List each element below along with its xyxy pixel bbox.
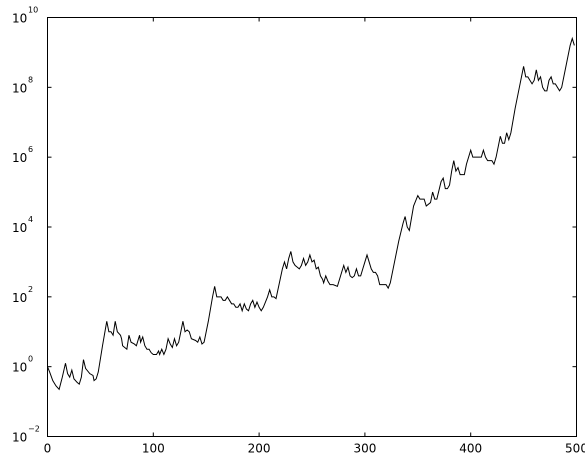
- y-tick-exponent: 2: [28, 285, 33, 294]
- series-line: [47, 36, 575, 391]
- y-tick-label: 104: [12, 215, 33, 235]
- y-tick-base: 10: [12, 291, 27, 305]
- x-tick-label: 500: [565, 442, 585, 456]
- y-tick-base: 10: [12, 81, 27, 95]
- x-tick-label: 400: [459, 442, 482, 456]
- y-tick-exponent: 8: [28, 75, 33, 84]
- y-tick-exponent: 0: [28, 355, 33, 364]
- y-tick-label: 100: [12, 355, 33, 375]
- y-tick-base: 10: [12, 431, 27, 445]
- y-tick-label: 10−2: [12, 425, 40, 445]
- y-tick-exponent: −2: [28, 425, 40, 434]
- y-tick-base: 10: [12, 221, 27, 235]
- axis-ticks: [47, 17, 577, 437]
- y-tick-base: 10: [12, 361, 27, 375]
- y-tick-exponent: 6: [28, 145, 33, 154]
- plot-area: [47, 17, 577, 437]
- x-tick-label: 0: [44, 442, 52, 456]
- x-tick-label: 200: [248, 442, 271, 456]
- y-tick-base: 10: [12, 12, 27, 26]
- y-tick-exponent: 10: [28, 6, 38, 15]
- x-tick-label: 300: [353, 442, 376, 456]
- y-tick-label: 108: [12, 75, 33, 95]
- y-tick-label: 106: [12, 145, 33, 165]
- x-tick-label: 100: [142, 442, 165, 456]
- y-tick-exponent: 4: [28, 215, 33, 224]
- y-tick-base: 10: [12, 151, 27, 165]
- y-tick-label: 102: [12, 285, 33, 305]
- x-axis-tick-labels: 0 100 200 300 400 500: [44, 442, 585, 456]
